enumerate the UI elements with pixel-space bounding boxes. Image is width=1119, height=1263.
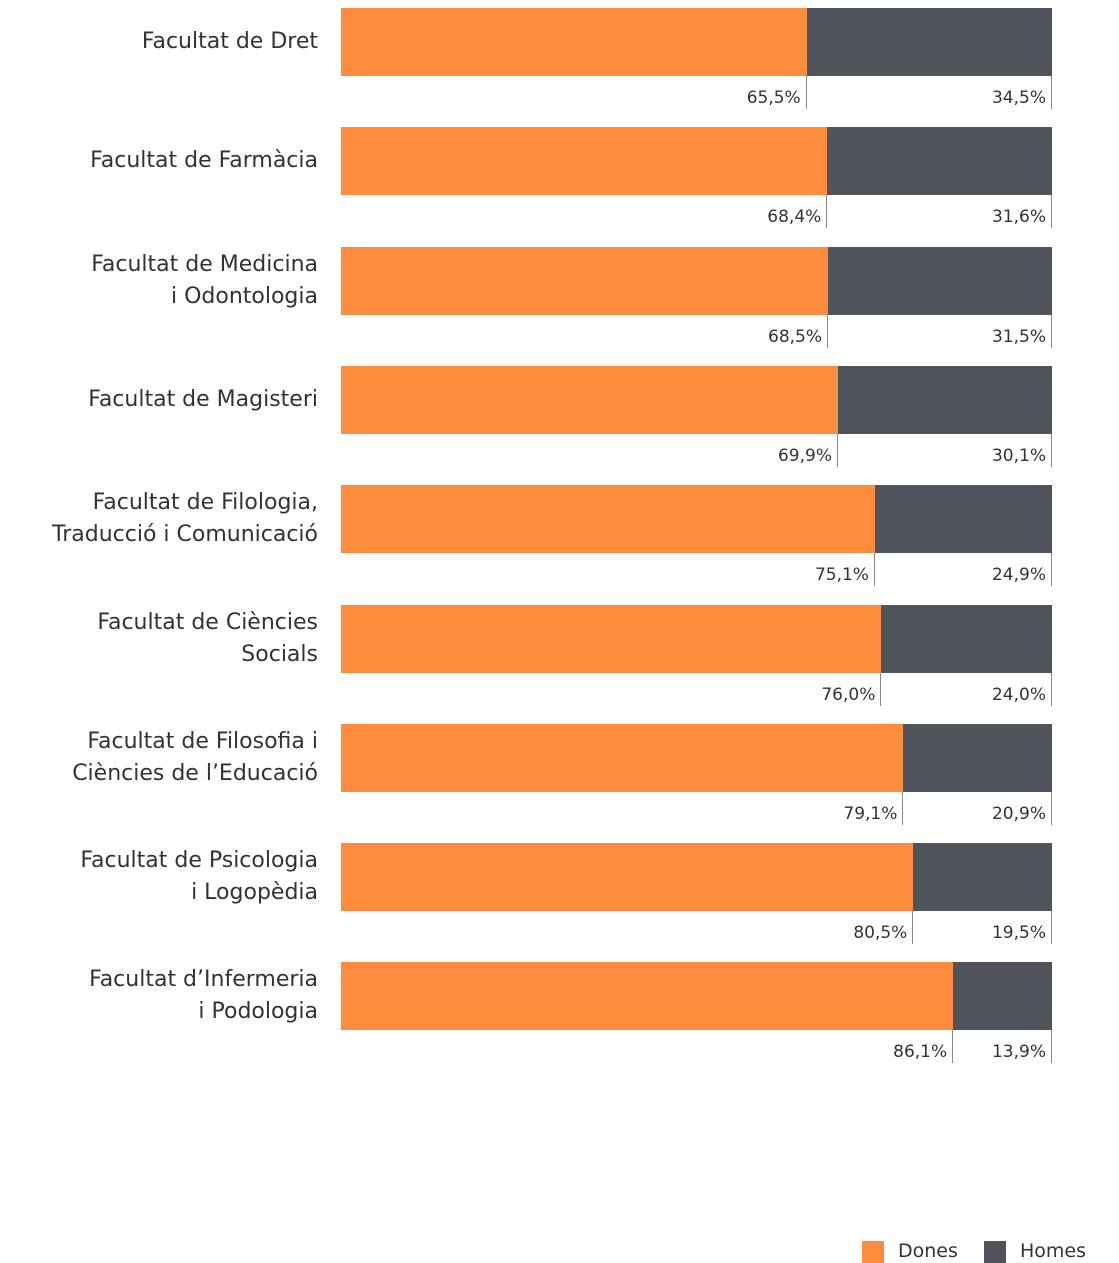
value-label: 68,4% bbox=[767, 207, 822, 228]
value-label: 65,5% bbox=[746, 88, 801, 108]
bar-segment bbox=[837, 365, 1052, 434]
value-label: 34,5% bbox=[991, 88, 1046, 108]
value-label: 68,5% bbox=[768, 326, 823, 347]
bar-segment bbox=[806, 8, 1052, 76]
segment-tick bbox=[1051, 195, 1052, 229]
value-label: 80,5% bbox=[853, 923, 908, 944]
bar-segment bbox=[341, 127, 828, 196]
segment-tick bbox=[1051, 791, 1052, 825]
value-label: 86,1% bbox=[893, 1042, 948, 1063]
category-label: Facultat de Medicina i Odontologia bbox=[91, 251, 318, 309]
legend-label: Dones bbox=[898, 1240, 958, 1262]
value-label: 76,0% bbox=[821, 684, 876, 705]
bar-segment bbox=[341, 962, 954, 1031]
bar-segment bbox=[341, 485, 875, 554]
segment-tick bbox=[1051, 314, 1052, 348]
value-label: 31,6% bbox=[991, 207, 1046, 228]
bar-segment bbox=[341, 604, 882, 673]
category-label: Facultat de Filosofia i Ciències de l’Ed… bbox=[72, 728, 318, 786]
category-label: Facultat d’Infermeria i Podologia bbox=[89, 967, 318, 1025]
bar-segment bbox=[903, 723, 1052, 792]
segment-tick bbox=[1051, 553, 1052, 587]
bar-segment bbox=[827, 127, 1052, 196]
bar-segment bbox=[828, 246, 1052, 315]
segment-tick bbox=[1051, 76, 1052, 109]
category-label: Facultat de Filologia, Traducció i Comun… bbox=[52, 490, 318, 548]
value-label: 31,5% bbox=[991, 326, 1046, 347]
segment-tick bbox=[1051, 1030, 1052, 1064]
legend-swatch bbox=[984, 1241, 1006, 1263]
bar-segment bbox=[881, 604, 1052, 673]
value-label: 24,0% bbox=[991, 684, 1046, 705]
category-label: Facultat de Magisteri bbox=[88, 386, 318, 412]
value-label: 24,9% bbox=[991, 565, 1046, 586]
category-label: Facultat de Farmàcia bbox=[90, 148, 318, 174]
segment-tick bbox=[826, 195, 828, 229]
category-label: Facultat de Ciències Socials bbox=[97, 609, 318, 667]
bar-segment bbox=[874, 485, 1052, 554]
segment-tick bbox=[880, 672, 882, 706]
legend-swatch bbox=[862, 1241, 884, 1263]
value-label: 69,9% bbox=[777, 445, 832, 466]
segment-tick bbox=[1051, 672, 1052, 706]
bar-segment bbox=[341, 723, 904, 792]
segment-tick bbox=[912, 911, 914, 945]
bar-segment bbox=[913, 843, 1052, 912]
category-label: Facultat de Psicologia i Logopèdia bbox=[80, 848, 318, 906]
value-label: 30,1% bbox=[991, 445, 1046, 466]
segment-tick bbox=[1051, 911, 1052, 945]
segment-tick bbox=[827, 314, 829, 348]
category-label: Facultat de Dret bbox=[141, 29, 318, 54]
value-label: 75,1% bbox=[814, 565, 869, 586]
bar-segment bbox=[341, 246, 829, 315]
segment-tick bbox=[1051, 433, 1052, 467]
value-label: 20,9% bbox=[991, 803, 1046, 824]
segment-tick bbox=[836, 433, 838, 467]
bar-segment bbox=[953, 962, 1052, 1031]
bar-segment bbox=[341, 365, 838, 434]
segment-tick bbox=[952, 1030, 954, 1064]
bar-segment bbox=[341, 8, 807, 76]
value-label: 79,1% bbox=[843, 803, 898, 824]
value-label: 19,5% bbox=[991, 923, 1046, 944]
value-label: 13,9% bbox=[991, 1042, 1046, 1063]
segment-tick bbox=[805, 76, 807, 109]
legend-label: Homes bbox=[1020, 1240, 1087, 1262]
segment-tick bbox=[873, 553, 875, 587]
bar-segment bbox=[341, 843, 914, 912]
segment-tick bbox=[902, 791, 904, 825]
